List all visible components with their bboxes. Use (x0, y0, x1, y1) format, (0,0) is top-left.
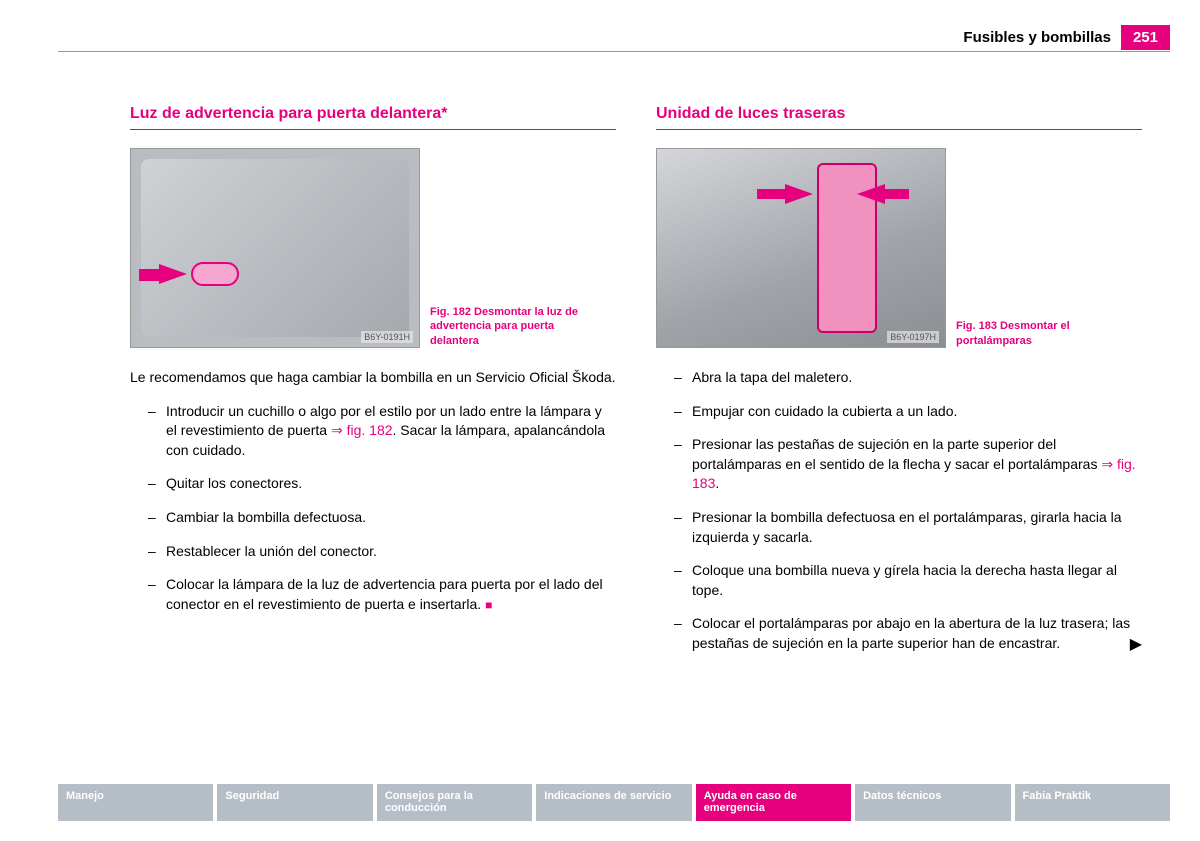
step-item: Colocar el portalámparas por abajo en la… (656, 614, 1142, 653)
left-intro-text: Le recomendamos que haga cambiar la bomb… (130, 368, 616, 388)
door-panel-illustration (141, 159, 409, 337)
arrow-icon (139, 269, 161, 281)
right-figure-caption: Fig. 183 Desmontar el portalámparas (956, 319, 1106, 348)
figure-image-label: B6Y-0191H (361, 331, 413, 343)
step-item: Cambiar la bombilla defectuosa. (130, 508, 616, 528)
arrow-icon (159, 264, 187, 284)
step-item: Colocar la lámpara de la luz de adverten… (130, 575, 616, 614)
step-item: Restablecer la unión del conector. (130, 542, 616, 562)
step-item: Coloque una bombilla nueva y gírela haci… (656, 561, 1142, 600)
car-body-illustration (657, 149, 945, 347)
end-marker-icon: ■ (485, 598, 492, 612)
nav-tab[interactable]: Manejo (58, 784, 213, 821)
left-column: Luz de advertencia para puerta delantera… (130, 105, 616, 668)
step-item: Presionar la bombilla defectuosa en el p… (656, 508, 1142, 547)
step-item: Empujar con cuidado la cubierta a un lad… (656, 402, 1142, 422)
figure-image-label: B6Y-0197H (887, 331, 939, 343)
page-number: 251 (1121, 25, 1170, 50)
header-title: Fusibles y bombillas (963, 29, 1111, 46)
left-section-title: Luz de advertencia para puerta delantera… (130, 105, 616, 130)
figure-reference: ⇒ fig. 183 (692, 456, 1136, 492)
right-step-list: Abra la tapa del maletero. Empujar con cu… (656, 368, 1142, 654)
step-item: Introducir un cuchillo o algo por el est… (130, 402, 616, 461)
right-column: Unidad de luces traseras B6Y-0197H Fig. … (656, 105, 1142, 668)
arrow-icon (785, 184, 813, 204)
lamp-icon (191, 262, 239, 286)
continue-marker-icon: ▶ (1130, 634, 1142, 656)
right-figure: B6Y-0197H (656, 148, 946, 348)
left-step-list: Introducir un cuchillo o algo por el est… (130, 402, 616, 615)
nav-tab[interactable]: Indicaciones de servicio (536, 784, 691, 821)
left-figure: B6Y-0191H (130, 148, 420, 348)
nav-tab[interactable]: Datos técnicos (855, 784, 1010, 821)
nav-tab[interactable]: Fabia Praktik (1015, 784, 1170, 821)
step-item: Presionar las pestañas de sujeción en la… (656, 435, 1142, 494)
figure-reference: ⇒ fig. 182 (331, 422, 393, 438)
left-figure-caption: Fig. 182 Desmontar la luz de advertencia… (430, 305, 580, 348)
left-figure-row: B6Y-0191H Fig. 182 Desmontar la luz de a… (130, 148, 616, 348)
nav-tab[interactable]: Consejos para la conducción (377, 784, 532, 821)
nav-tab[interactable]: Ayuda en caso de emergencia (696, 784, 851, 821)
step-item: Abra la tapa del maletero. (656, 368, 1142, 388)
arrow-icon (757, 189, 787, 199)
footer-nav: ManejoSeguridadConsejos para la conducci… (58, 784, 1170, 821)
right-figure-row: B6Y-0197H Fig. 183 Desmontar el portalám… (656, 148, 1142, 348)
right-section-title: Unidad de luces traseras (656, 105, 1142, 130)
nav-tab[interactable]: Seguridad (217, 784, 372, 821)
arrow-icon (857, 184, 885, 204)
page-header: Fusibles y bombillas 251 (58, 28, 1170, 52)
content-area: Luz de advertencia para puerta delantera… (130, 105, 1142, 668)
arrow-icon (885, 189, 909, 199)
step-item: Quitar los conectores. (130, 474, 616, 494)
